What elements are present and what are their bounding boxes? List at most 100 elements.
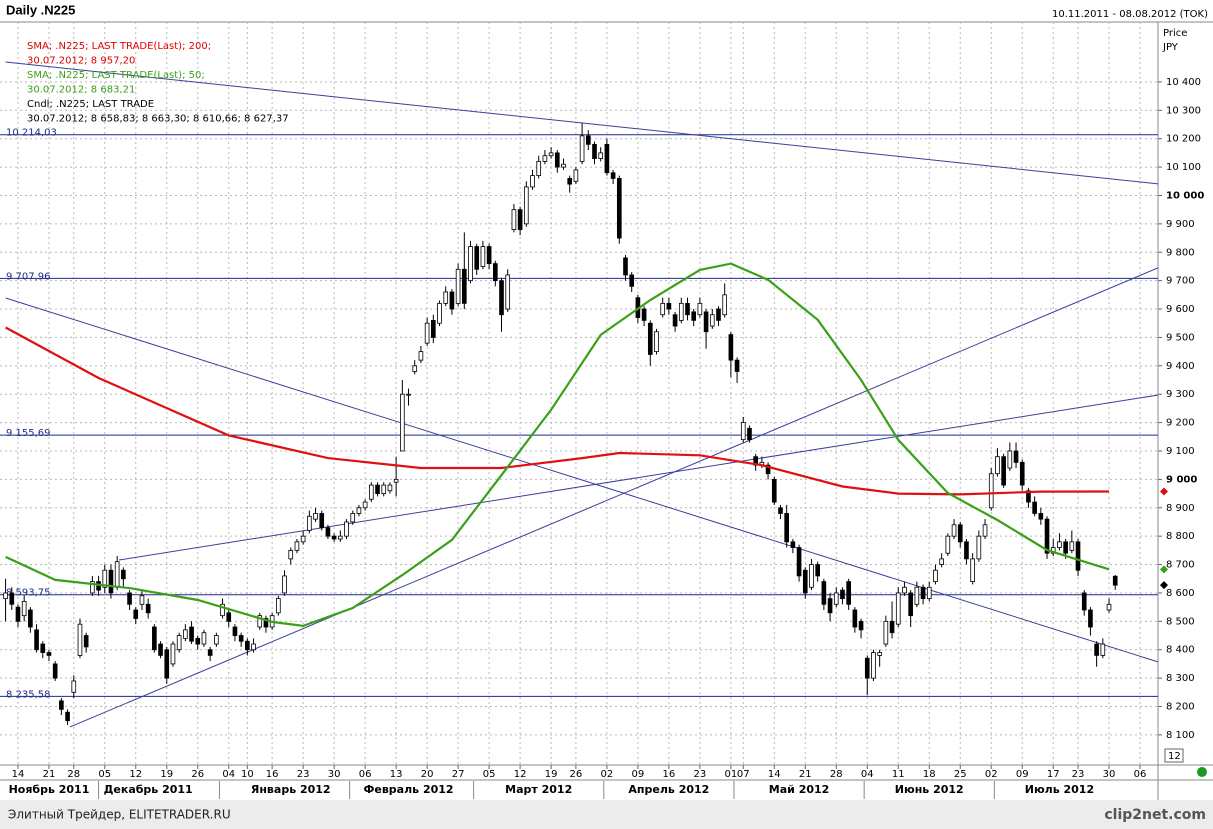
candle-body [1044,518,1050,554]
x-tick-label: 14 [768,769,781,780]
candle-body [678,302,684,321]
y-tick-label: 9 200 [1166,418,1195,429]
candle-body [877,652,882,656]
candle-body [765,464,771,475]
candle-body [338,535,343,540]
axis-unit: JPY [1162,42,1179,53]
candle-body [926,586,932,600]
candle-body [307,515,312,531]
candle-body [412,365,418,372]
candle-body [77,623,83,656]
trend-line [5,297,1158,663]
candle-body [319,513,325,529]
candle-body [1075,541,1081,571]
candle-body [561,163,566,168]
candle-body [474,246,480,270]
candle-body [771,478,777,503]
y-tick-label: 10 300 [1166,105,1201,116]
legend-text: 30.07.2012; 8 683,21 [27,85,135,96]
candle-body [889,620,895,634]
candle-body [660,302,666,316]
month-label: Март 2012 [505,783,572,796]
candle-body [1007,450,1013,469]
candle-body [858,620,864,631]
candle-body [1100,643,1106,656]
candle-body [722,294,728,316]
x-tick-label: 12 [514,769,527,780]
x-tick-label: 13 [390,769,403,780]
candle-body [127,592,132,605]
candle-body [406,393,411,396]
level-label: 9 707,96 [6,271,51,282]
candle-body [251,643,256,651]
candle-body [920,586,926,600]
candle-body [232,626,238,636]
month-label: Июнь 2012 [895,783,964,796]
candle-body [220,603,225,617]
y-tick-label: 9 900 [1166,219,1195,230]
x-tick-label: 10 [241,769,254,780]
candle-body [790,541,796,548]
candle-body [846,581,851,605]
x-tick-label: 05 [483,769,496,780]
candle-body [784,513,789,543]
candle-body [716,308,721,321]
level-label: 8 593,75 [6,588,51,599]
candle-body [375,484,380,494]
candle-body [133,609,139,619]
legend-text: 30.07.2012; 8 658,83; 8 663,30; 8 610,66… [27,114,289,125]
candle-body [647,322,653,355]
candle-body [400,393,405,452]
candle-body [1112,575,1118,586]
x-tick-label: 04 [222,769,235,780]
last-value-marker [1160,565,1168,574]
level-label: 9 155,69 [6,428,51,439]
candle-body [629,274,635,287]
x-tick-label: 23 [694,769,707,780]
candle-body [1038,513,1044,520]
y-tick-label: 8 400 [1166,645,1195,656]
candle-body [183,629,188,639]
candle-body [90,581,95,594]
candle-body [1057,541,1062,548]
candle-body [505,274,511,310]
candle-body [1106,603,1112,611]
logo: clip2net.com [1104,807,1206,823]
candle-body [548,152,554,157]
candle-body [895,592,901,625]
candle-body [52,663,58,679]
candle-body [1019,461,1025,486]
y-tick-label: 8 700 [1166,560,1195,571]
x-tick-label: 25 [954,769,967,780]
trend-line [69,267,1158,728]
candle-body [542,155,548,162]
candle-body [666,302,672,310]
candle-body [654,331,659,353]
candle-body [1088,609,1093,628]
legend-text: SMA; .N225; LAST TRADE(Last); 200; [27,41,211,52]
moving-average [5,262,1110,628]
x-tick-label: 16 [663,769,676,780]
candle-body [939,558,944,565]
candle-body [59,700,64,710]
candle-body [592,143,597,159]
candle-body [362,501,368,509]
candle-body [207,649,213,656]
candle-body [145,603,151,614]
candle-body [1001,456,1006,486]
last-value-marker [1160,487,1168,496]
moving-average [5,326,1110,496]
candle-body [437,302,442,324]
candle-body [573,169,579,182]
x-tick-label: 02 [985,769,998,780]
x-tick-label: 06 [359,769,372,780]
y-tick-label: 9 400 [1166,361,1195,372]
candle-body [833,592,839,605]
candle-body [214,635,219,645]
candle-body [827,598,833,614]
candle-body [226,612,232,622]
y-tick-label: 10 200 [1166,134,1201,145]
y-tick-label: 8 900 [1166,503,1195,514]
candle-body [685,302,690,316]
